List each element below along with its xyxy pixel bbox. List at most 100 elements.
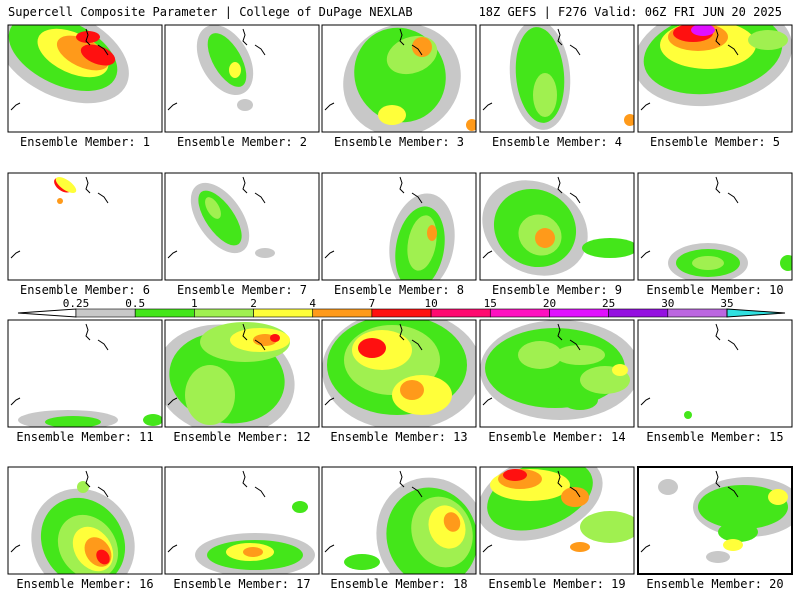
coastline	[324, 544, 335, 553]
scp-contour	[780, 255, 792, 271]
coastline	[167, 250, 178, 259]
map-background	[8, 173, 162, 280]
ensemble-panel: Ensemble Member: 3	[321, 24, 477, 149]
scp-contour	[80, 44, 116, 66]
scale-segment	[134, 308, 195, 318]
scp-contour	[536, 387, 564, 403]
lake-shoreline	[715, 28, 721, 46]
ensemble-panel: Ensemble Member: 8	[321, 172, 477, 297]
member-label: Ensemble Member: 11	[16, 430, 153, 444]
scp-contour	[706, 551, 730, 563]
ensemble-panel: Ensemble Member: 10	[637, 172, 793, 297]
scale-tick-label: 25	[602, 297, 615, 310]
ensemble-panel: Ensemble Member: 1	[7, 24, 163, 149]
coastline	[640, 397, 651, 406]
lake-shoreline	[242, 470, 248, 488]
geography-lines	[10, 470, 109, 553]
ensemble-panel: Ensemble Member: 20	[637, 466, 793, 591]
lake-shoreline	[254, 486, 266, 498]
geography-lines	[640, 176, 739, 259]
member-label: Ensemble Member: 10	[646, 283, 783, 297]
lake-shoreline	[242, 323, 248, 341]
geography-lines	[324, 470, 423, 553]
member-label: Ensemble Member: 18	[330, 577, 467, 591]
member-label: Ensemble Member: 17	[173, 577, 310, 591]
color-scale-bar: 0.25 0.5 1 2 4 7 10 15 20 25 30 35	[17, 297, 786, 318]
ensemble-panel: Ensemble Member: 18	[321, 466, 477, 591]
lake-shoreline	[242, 176, 248, 194]
panel-frame	[7, 172, 163, 281]
lake-shoreline	[569, 44, 581, 56]
header-title: Supercell Composite Parameter | College …	[8, 5, 413, 19]
panel-frame	[637, 466, 793, 575]
panel-frame	[7, 319, 163, 428]
lake-shoreline	[727, 486, 739, 498]
lake-shoreline	[411, 486, 423, 498]
scp-contour	[466, 119, 476, 131]
ensemble-panel: Ensemble Member: 15	[637, 319, 793, 444]
panel-frame	[7, 466, 163, 575]
scale-tick-label: 15	[484, 297, 497, 310]
panel-frame	[321, 172, 477, 281]
scp-field	[480, 467, 634, 552]
scale-low-arrow	[17, 308, 77, 318]
scp-contour	[76, 31, 100, 43]
scp-contour	[582, 238, 634, 258]
member-label: Ensemble Member: 14	[488, 430, 625, 444]
panel-frame	[164, 24, 320, 133]
scale-tick-label: 35	[720, 297, 733, 310]
scp-contour	[518, 341, 562, 369]
scp-field	[668, 243, 792, 280]
coastline	[10, 102, 21, 111]
lake-shoreline	[569, 192, 581, 204]
coastline	[10, 397, 21, 406]
scp-contour	[658, 479, 678, 495]
member-label: Ensemble Member: 4	[492, 135, 622, 149]
panel-frame	[321, 319, 477, 428]
map-background	[638, 320, 792, 427]
scale-tick-label: 30	[661, 297, 674, 310]
scp-contour	[344, 554, 380, 570]
scp-contour	[77, 481, 89, 493]
scale-tick-label: 20	[543, 297, 556, 310]
header-run-info: 18Z GEFS | F276 Valid: 06Z FRI JUN 20 20…	[478, 5, 782, 19]
geography-lines	[482, 470, 581, 553]
member-label: Ensemble Member: 19	[488, 577, 625, 591]
geography-lines	[324, 323, 423, 406]
scp-contour	[229, 62, 241, 78]
scp-contour	[561, 487, 589, 507]
coastline	[10, 544, 21, 553]
scp-contour	[580, 511, 634, 543]
scp-contour	[562, 390, 598, 410]
scp-contour	[768, 489, 788, 505]
coastline	[482, 250, 493, 259]
scale-segment	[430, 308, 491, 318]
member-label: Ensemble Member: 16	[16, 577, 153, 591]
ensemble-panel: Ensemble Member: 5	[637, 24, 793, 149]
lake-shoreline	[242, 28, 248, 46]
coastline	[324, 397, 335, 406]
panel-frame	[321, 24, 477, 133]
member-label: Ensemble Member: 3	[334, 135, 464, 149]
lake-shoreline	[254, 192, 266, 204]
scale-tick-label: 0.5	[125, 297, 145, 310]
geography-lines	[640, 28, 739, 111]
scp-contour	[503, 469, 527, 481]
scp-contour	[57, 198, 63, 204]
scp-field	[658, 477, 792, 563]
panel-frame	[479, 466, 635, 575]
scp-contour	[45, 416, 101, 427]
lake-shoreline	[715, 470, 721, 488]
scp-contour	[237, 99, 253, 111]
scp-field	[195, 501, 315, 574]
scale-segment	[253, 308, 314, 318]
scp-field	[344, 477, 476, 574]
coastline	[324, 250, 335, 259]
scp-contour	[205, 197, 221, 219]
lake-shoreline	[411, 192, 423, 204]
member-label: Ensemble Member: 15	[646, 430, 783, 444]
scp-contour	[535, 228, 555, 248]
coastline	[10, 250, 21, 259]
ensemble-panel: Ensemble Member: 9	[479, 172, 635, 297]
geography-lines	[482, 28, 581, 111]
